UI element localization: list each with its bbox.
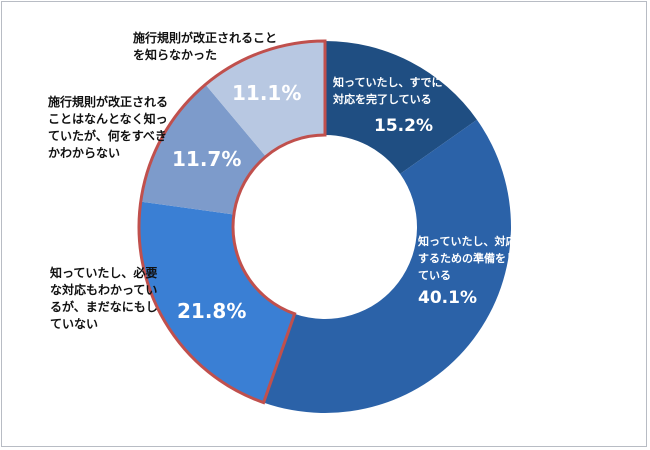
donut-slice-unaware [205,41,325,157]
slice-label-preparing: 知っていたし、対応 するための準備をし ている [418,235,517,282]
slice-label-unaware: 施行規則が改正されること を知らなかった [133,31,278,62]
slice-value-unsure: 11.7% [172,147,242,171]
donut-slice-not-started [139,201,295,403]
highlight-outline [137,39,327,405]
slice-value-completed: 15.2% [374,116,433,136]
slice-label-unsure: 施行規則が改正される ことはなんとなく知っ ていたが、何をすべき かわからない [48,95,169,160]
slice-value-unaware: 11.1% [232,81,302,105]
donut-slice-preparing [263,119,511,414]
slice-label-completed: 知っていたし、すでに 対応を完了している [333,76,443,106]
slice-label-not-started: 知っていたし、必要 な対応もわかってい るが、まだなにもし ていない [50,266,158,331]
donut-slice-completed [325,41,477,174]
donut-slice-unsure [140,84,266,215]
slice-value-not-started: 21.8% [177,299,247,323]
slice-value-preparing: 40.1% [418,288,477,308]
